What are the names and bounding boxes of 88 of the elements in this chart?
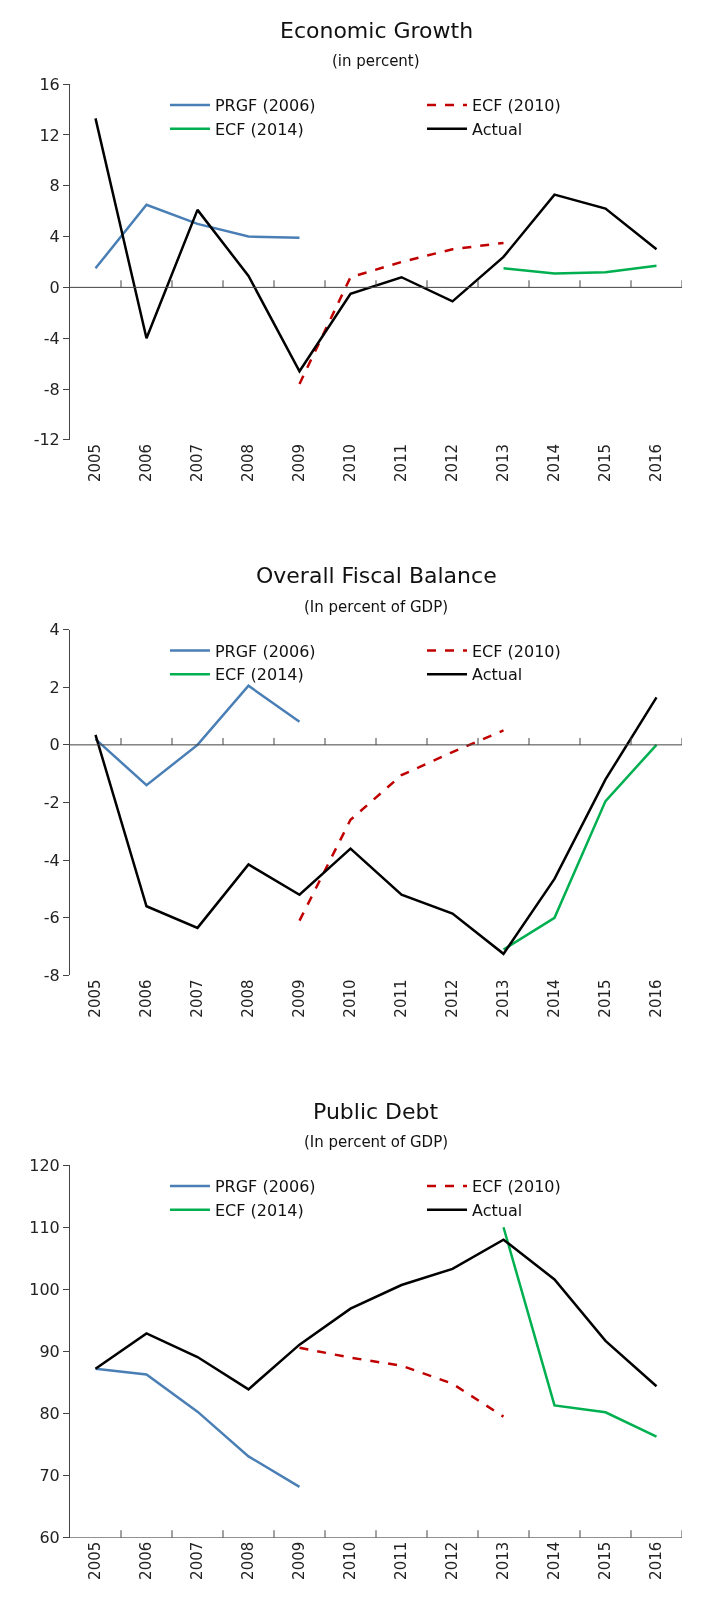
y-tick-label: 110 [29,1217,60,1237]
y-tick-label: 120 [29,1155,60,1175]
legend-label: ECF (2010) [472,96,561,116]
x-tick-label: 2014 [545,1541,564,1580]
x-tick-label: 2013 [494,979,513,1018]
line-series [94,684,301,787]
legend-label: ECF (2010) [472,1177,561,1197]
legend-label: PRGF (2006) [214,96,316,116]
legend-label: ECF (2014) [214,119,304,139]
y-tick-label: 16 [39,74,60,94]
y-tick-label: -8 [43,379,60,399]
y-tick-label: 2 [49,677,60,697]
x-tick-label: 2005 [86,979,105,1018]
legend-label: ECF (2014) [214,665,304,685]
line-series [94,203,301,270]
chart-subtitle: (In percent of GDP) [304,598,449,616]
line-series [502,1226,658,1438]
x-tick-label: 2010 [341,443,360,483]
x-tick-label: 2012 [443,979,462,1018]
x-tick-label: 2014 [545,979,564,1018]
x-tick-label: 2010 [341,1541,360,1580]
x-tick-label: 2008 [239,443,258,483]
y-tick-label: 100 [29,1279,60,1299]
y-tick-label: 4 [49,227,60,247]
y-tick-label: 70 [39,1466,60,1486]
y-tick-label: -8 [43,966,60,986]
chart-title: Public Debt [313,1099,439,1124]
legend-label: Actual [472,119,523,139]
legend-label: PRGF (2006) [214,1177,316,1197]
y-tick-label: 8 [49,176,60,196]
chart-subtitle: (In percent of GDP) [304,1133,449,1151]
line-series [298,1346,505,1418]
y-tick-label: -2 [43,793,60,813]
legend-label: ECF (2010) [472,641,561,661]
x-tick-label: 2016 [647,979,666,1018]
x-tick-label: 2010 [341,979,360,1018]
chart-title: Overall Fiscal Balance [256,563,497,588]
line-series [502,743,658,951]
x-tick-label: 2008 [239,979,258,1018]
x-tick-label: 2011 [392,1541,411,1580]
x-tick-label: 2009 [290,979,309,1018]
x-tick-label: 2009 [290,443,309,483]
x-tick-label: 2006 [137,979,156,1018]
line-series [94,696,658,956]
x-tick-label: 2007 [188,1541,207,1580]
x-tick-label: 2011 [392,443,411,483]
y-tick-label: 4 [49,620,60,640]
x-tick-label: 2014 [545,443,564,483]
line-series [94,1238,658,1391]
y-tick-label: 12 [39,125,60,145]
line-series [94,1367,301,1489]
legend-label: PRGF (2006) [214,641,316,661]
x-tick-label: 2013 [494,1541,513,1580]
x-tick-label: 2007 [188,979,207,1018]
line-series [502,264,658,275]
x-tick-label: 2008 [239,1541,258,1580]
line-series [298,241,505,386]
x-tick-label: 2013 [494,443,513,483]
x-tick-label: 2015 [596,979,615,1018]
x-tick-label: 2006 [137,443,156,483]
chart-title: Economic Growth [280,18,474,43]
x-tick-label: 2011 [392,979,411,1018]
x-tick-label: 2007 [188,443,207,483]
x-tick-label: 2016 [647,1541,666,1580]
x-tick-label: 2005 [86,443,105,483]
y-tick-label: 0 [49,277,60,297]
line-series [298,729,505,922]
y-tick-label: -12 [33,430,60,450]
chart-subtitle: (in percent) [332,52,420,70]
y-tick-label: 60 [39,1528,60,1548]
legend-label: Actual [472,1201,523,1221]
legend-label: ECF (2014) [214,1201,304,1221]
y-tick-label: -4 [43,328,60,348]
line-series [94,117,658,373]
y-tick-label: 80 [39,1404,60,1424]
x-tick-label: 2005 [86,1541,105,1580]
x-tick-label: 2006 [137,1541,156,1580]
y-tick-label: -6 [43,908,60,928]
x-tick-label: 2015 [596,1541,615,1580]
x-tick-label: 2015 [596,443,615,483]
x-tick-label: 2012 [443,443,462,483]
legend-label: Actual [472,665,523,685]
y-tick-label: -4 [43,850,60,870]
y-tick-label: 90 [39,1342,60,1362]
y-tick-label: 0 [49,735,60,755]
x-tick-label: 2012 [443,1541,462,1580]
x-tick-label: 2016 [647,443,666,483]
x-tick-label: 2009 [290,1541,309,1580]
